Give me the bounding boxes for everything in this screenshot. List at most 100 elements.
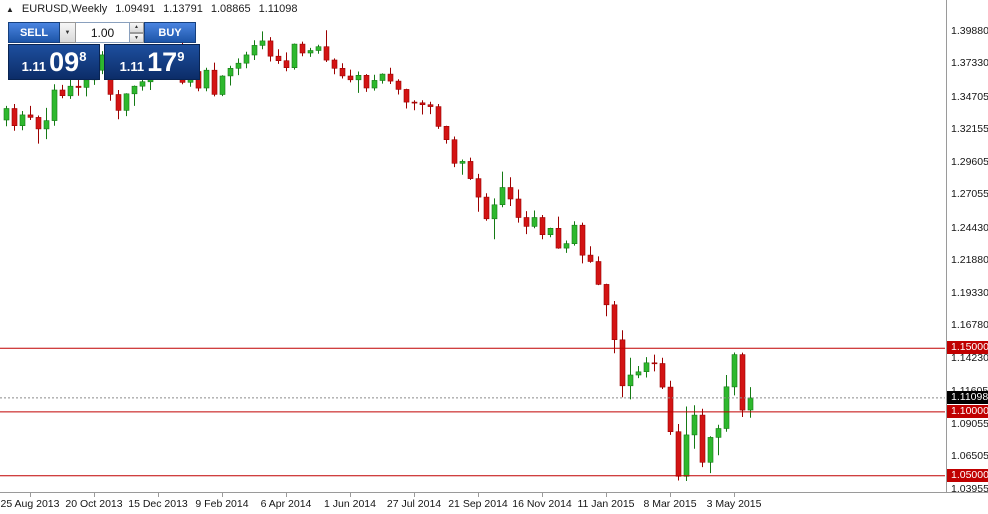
candle-up — [3, 108, 10, 121]
time-axis[interactable]: 25 Aug 2013 20 Oct 2013 15 Dec 2013 9 Feb 2… — [0, 492, 988, 514]
candlestick-plot-area[interactable] — [0, 0, 946, 493]
symbol-period-label: EURUSD,Weekly — [21, 3, 108, 15]
volume-stepper: ▲ ▼ — [130, 22, 144, 43]
price-axis-label: 1.21880 — [951, 254, 988, 267]
sell-price-prefix: 1.11 — [21, 58, 47, 74]
chart-header: ▲ EURUSD,Weekly 1.09491 1.13791 1.08865 … — [6, 3, 298, 15]
time-axis-label: 9 Feb 2014 — [195, 498, 249, 510]
time-axis-label: 15 Dec 2013 — [128, 498, 188, 510]
candle-down — [595, 261, 602, 285]
chevron-down-icon: ▼ — [64, 29, 71, 36]
candle-down — [603, 284, 610, 306]
candle-up — [715, 428, 722, 438]
price-axis-label: 1.32155 — [951, 123, 988, 136]
volume-dropdown-button[interactable]: ▼ — [60, 22, 76, 43]
candle-up — [291, 43, 298, 68]
ohlc-low-value: 1.08865 — [210, 3, 251, 15]
candle-up — [723, 386, 730, 429]
ohlc-open-value: 1.09491 — [115, 3, 156, 15]
time-axis-tick — [414, 493, 415, 497]
candle-down — [587, 254, 594, 262]
candle-up — [259, 40, 266, 46]
candle-down — [611, 304, 618, 340]
candle-down — [27, 114, 34, 118]
time-axis-tick — [542, 493, 543, 497]
price-axis-label: 1.16780 — [951, 319, 988, 332]
price-axis-label: 1.39880 — [951, 24, 988, 37]
time-axis-label: 16 Nov 2014 — [512, 498, 572, 510]
candle-down — [451, 139, 458, 164]
candle-up — [531, 217, 538, 227]
candle-up — [243, 54, 250, 64]
candle-down — [363, 75, 370, 89]
candle-down — [435, 106, 442, 127]
candle-up — [491, 204, 498, 220]
candle-down — [403, 89, 410, 103]
volume-input[interactable] — [76, 22, 130, 43]
candle-down — [299, 43, 306, 54]
candle-up — [371, 80, 378, 89]
candle-up — [139, 81, 146, 87]
candle-down — [419, 102, 426, 106]
candle-down — [267, 40, 274, 57]
time-axis-tick — [286, 493, 287, 497]
sell-price-display[interactable]: 1.11 09 8 — [8, 44, 100, 80]
candle-down — [507, 187, 514, 200]
candle-up — [67, 85, 74, 97]
ohlc-close-value: 1.11098 — [258, 3, 298, 15]
candle-up — [43, 120, 50, 130]
time-axis-label: 21 Sep 2014 — [448, 498, 508, 510]
candle-down — [283, 60, 290, 69]
stepper-down-button[interactable]: ▼ — [130, 32, 144, 43]
level-price-badge: 1.05000 — [947, 468, 988, 482]
price-axis-label: 1.34705 — [951, 90, 988, 103]
time-axis-label: 3 May 2015 — [706, 498, 762, 510]
time-axis-label: 6 Apr 2014 — [260, 498, 312, 510]
buy-price-fraction: 9 — [177, 49, 185, 64]
ohlc-high-value: 1.13791 — [163, 3, 203, 15]
price-axis-label: 1.24430 — [951, 221, 988, 234]
candle-up — [571, 224, 578, 244]
candle-up — [123, 93, 130, 111]
candle-down — [467, 161, 474, 179]
candle-down — [659, 363, 666, 388]
one-click-toggle-icon[interactable]: ▲ — [6, 4, 14, 14]
candle-up — [643, 362, 650, 372]
candle-up — [131, 85, 138, 95]
candle-down — [395, 80, 402, 90]
candle-up — [227, 68, 234, 77]
candle-up — [19, 114, 26, 127]
candle-down — [35, 117, 42, 130]
candle-down — [651, 362, 658, 365]
time-axis-tick — [94, 493, 95, 497]
price-axis[interactable]: 1.39880 1.37330 1.34705 1.32155 1.29605 1.270… — [946, 0, 988, 495]
time-axis-label: 27 Jul 2014 — [386, 498, 442, 510]
candle-up — [547, 228, 554, 236]
candle-down — [75, 85, 82, 88]
sell-button[interactable]: SELL — [8, 22, 60, 43]
candle-down — [555, 228, 562, 249]
candle-down — [475, 178, 482, 198]
time-axis-label: 25 Aug 2013 — [0, 498, 60, 510]
candle-down — [699, 414, 706, 463]
candle-up — [563, 243, 570, 249]
candle-down — [675, 431, 682, 477]
stepper-up-button[interactable]: ▲ — [130, 22, 144, 33]
candle-up — [691, 414, 698, 436]
candle-up — [315, 46, 322, 51]
price-axis-label: 1.06505 — [951, 450, 988, 463]
candle-down — [515, 198, 522, 218]
price-axis-label: 1.19330 — [951, 286, 988, 299]
buy-price-display[interactable]: 1.11 17 9 — [104, 44, 200, 80]
candle-down — [411, 101, 418, 104]
buy-button[interactable]: BUY — [144, 22, 196, 43]
level-price-badge: 1.15000 — [947, 341, 988, 355]
candle-down — [11, 108, 18, 127]
chevron-up-icon: ▲ — [134, 24, 139, 31]
candle-down — [579, 224, 586, 256]
candle-up — [635, 371, 642, 376]
candle-down — [211, 69, 218, 95]
candle-up — [379, 73, 386, 81]
candle-up — [203, 69, 210, 89]
